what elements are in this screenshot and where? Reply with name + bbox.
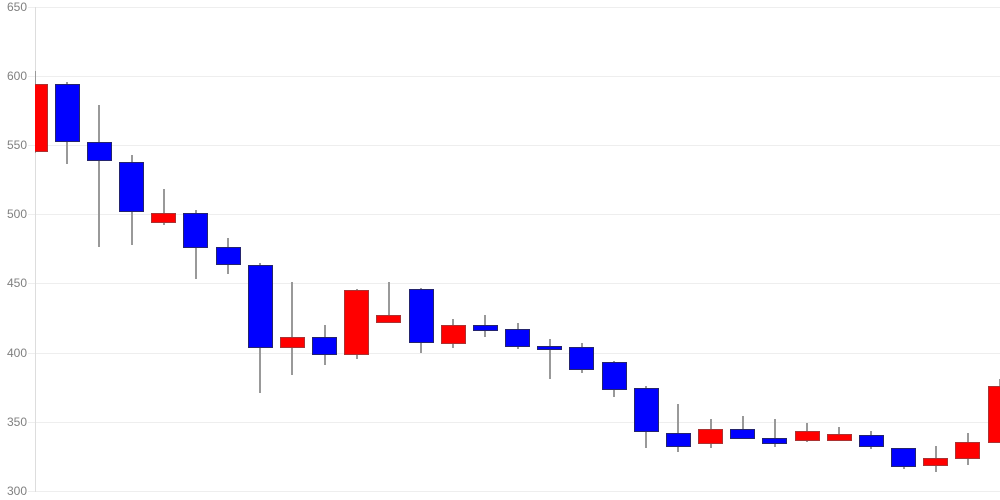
gridline xyxy=(28,7,1000,8)
candle-body xyxy=(923,458,948,466)
candle-body xyxy=(409,289,434,343)
candle-body xyxy=(988,386,1000,443)
candle-body xyxy=(505,329,530,347)
candle-body xyxy=(634,388,659,432)
candle-body xyxy=(312,337,337,355)
y-axis-label: 350 xyxy=(6,415,27,429)
gridline xyxy=(28,145,1000,146)
candle-body xyxy=(87,142,112,161)
candle-body xyxy=(151,213,176,223)
y-axis-label: 450 xyxy=(6,276,27,290)
candle-wick xyxy=(774,419,776,447)
candle-body xyxy=(473,325,498,331)
candle-wick xyxy=(388,282,390,323)
candle-body xyxy=(344,290,369,355)
candle-wick xyxy=(163,189,165,225)
candle-body xyxy=(35,84,48,152)
candle-body xyxy=(859,435,884,447)
candle-body xyxy=(666,433,691,447)
candle-wick xyxy=(291,282,293,375)
gridline xyxy=(28,283,1000,284)
candle-body xyxy=(248,265,273,348)
plot-area xyxy=(35,0,1000,500)
candle-body xyxy=(183,213,208,248)
y-axis-label: 500 xyxy=(6,207,27,221)
gridline xyxy=(28,214,1000,215)
y-axis-line xyxy=(35,7,36,492)
candle-body xyxy=(955,442,980,459)
candle-body xyxy=(795,431,820,441)
candle-body xyxy=(119,162,144,212)
candle-body xyxy=(730,429,755,439)
y-axis-label: 650 xyxy=(6,0,27,14)
candle-body xyxy=(441,325,466,344)
y-axis-label: 600 xyxy=(6,69,27,83)
candle-body xyxy=(762,438,787,444)
candle-body xyxy=(216,247,241,265)
y-axis-label: 300 xyxy=(6,484,27,498)
candle-body xyxy=(698,429,723,444)
gridline xyxy=(28,491,1000,492)
candle-wick xyxy=(677,404,679,452)
candle-body xyxy=(827,434,852,441)
gridline xyxy=(28,422,1000,423)
candle-body xyxy=(55,84,80,142)
gridline xyxy=(28,353,1000,354)
candle-body xyxy=(569,347,594,370)
gridline xyxy=(28,76,1000,77)
y-axis-label: 550 xyxy=(6,138,27,152)
candle-body xyxy=(891,448,916,467)
candle-body xyxy=(602,362,627,390)
candle-body xyxy=(280,337,305,348)
y-axis-label: 400 xyxy=(6,346,27,360)
candle-wick xyxy=(549,339,551,379)
candle-wick xyxy=(742,416,744,439)
candle-wick xyxy=(98,105,100,247)
candle-body xyxy=(376,315,401,323)
candle-body xyxy=(537,346,562,350)
